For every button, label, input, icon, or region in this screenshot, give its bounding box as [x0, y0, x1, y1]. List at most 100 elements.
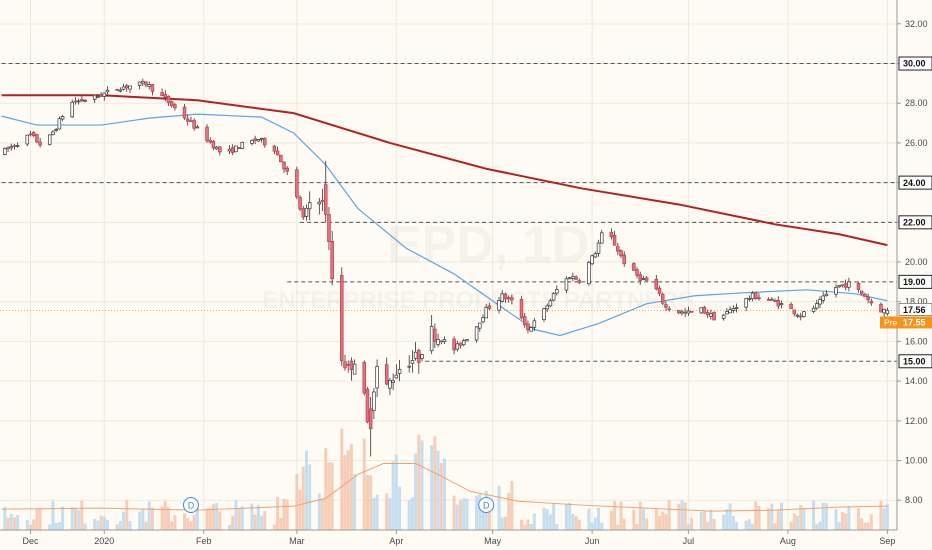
volume-bar [253, 514, 257, 530]
candle [394, 364, 399, 379]
volume-bar [824, 503, 828, 530]
x-tick-label: 2020 [94, 536, 114, 546]
candle-body [28, 133, 33, 136]
volume-bar [32, 519, 36, 530]
candle [141, 78, 145, 87]
candle-body [433, 328, 437, 342]
candle-body [612, 234, 617, 246]
volume-bar [144, 521, 148, 530]
volume-bar [776, 509, 780, 530]
x-tick-label: Jun [585, 536, 600, 546]
candle-body [323, 184, 328, 215]
candle-body [452, 338, 456, 351]
candle [391, 373, 395, 391]
candle [28, 130, 33, 137]
volume-bars [3, 428, 889, 530]
candle-body [227, 148, 232, 152]
candle-body [282, 161, 286, 170]
candle-body [391, 380, 395, 384]
candle-body [506, 297, 511, 300]
candle [298, 195, 302, 212]
candle [192, 118, 196, 131]
candle-body [834, 287, 838, 295]
volume-bar [211, 504, 215, 530]
candle-body [218, 146, 222, 153]
candle [654, 274, 659, 291]
volume-bar [779, 502, 783, 530]
candle-body [879, 303, 883, 313]
volume-bar [163, 500, 167, 530]
volume-bar [410, 497, 414, 530]
candle [189, 116, 193, 123]
volume-bar [455, 504, 459, 530]
candle [99, 92, 103, 97]
candle [237, 147, 241, 150]
candle [439, 340, 444, 345]
candle [660, 292, 665, 306]
volume-bar [686, 523, 690, 530]
x-tick-label: May [484, 536, 502, 546]
dividend-marker [478, 497, 495, 513]
volume-bar [600, 522, 604, 530]
volume-bar [304, 450, 308, 530]
candle [102, 92, 107, 101]
watermark-symbol: EPD, 1D [387, 216, 589, 274]
volume-bar [792, 513, 796, 530]
candle [452, 336, 456, 355]
candle-body [680, 311, 684, 314]
candle [465, 339, 469, 342]
candle-body [141, 80, 145, 84]
candle-body [83, 99, 87, 102]
candle-body [619, 250, 623, 257]
level-price-label: 15.00 [903, 356, 926, 366]
candle [301, 205, 306, 220]
candle-body [211, 140, 216, 149]
y-tick-label: 32.00 [905, 19, 928, 29]
candle [340, 267, 344, 366]
candle-body [551, 293, 556, 301]
candle [542, 307, 546, 323]
volume-bar [677, 503, 681, 530]
candle-body [439, 340, 444, 343]
volume-bar [545, 509, 549, 530]
candle-body [51, 131, 55, 136]
candle [677, 310, 681, 315]
x-tick-label: Sep [879, 536, 895, 546]
candle [840, 284, 845, 288]
candle [577, 278, 582, 285]
candle [863, 292, 867, 298]
volume-bar [500, 517, 504, 530]
candle-body [343, 361, 347, 369]
candle [92, 94, 97, 103]
candle-body [702, 306, 707, 314]
candle-body [455, 343, 460, 350]
volume-bar [6, 517, 10, 530]
candle [230, 144, 235, 156]
volume-bar [394, 454, 398, 530]
candle-body [667, 308, 671, 311]
volume-bar [487, 505, 491, 530]
candle [789, 302, 793, 310]
candle-body [856, 282, 861, 290]
candle [256, 139, 261, 142]
candle [436, 333, 440, 348]
candle-body [317, 201, 322, 205]
candle [307, 191, 312, 221]
candle-body [821, 295, 825, 301]
candle [548, 298, 553, 307]
candle-body [230, 147, 235, 153]
volume-bar [799, 505, 803, 530]
volume-bar [51, 500, 55, 530]
candle-body [128, 85, 132, 90]
candle [744, 297, 748, 312]
candle [420, 353, 424, 362]
candle-body [189, 120, 193, 123]
candle-body [689, 310, 694, 313]
volume-bar [150, 507, 154, 530]
volume-bar [879, 500, 883, 530]
volume-bar [529, 524, 533, 530]
last-price-tag [898, 303, 932, 316]
candle-body [144, 81, 148, 86]
candle-body [256, 139, 261, 142]
volume-bar [735, 522, 739, 530]
